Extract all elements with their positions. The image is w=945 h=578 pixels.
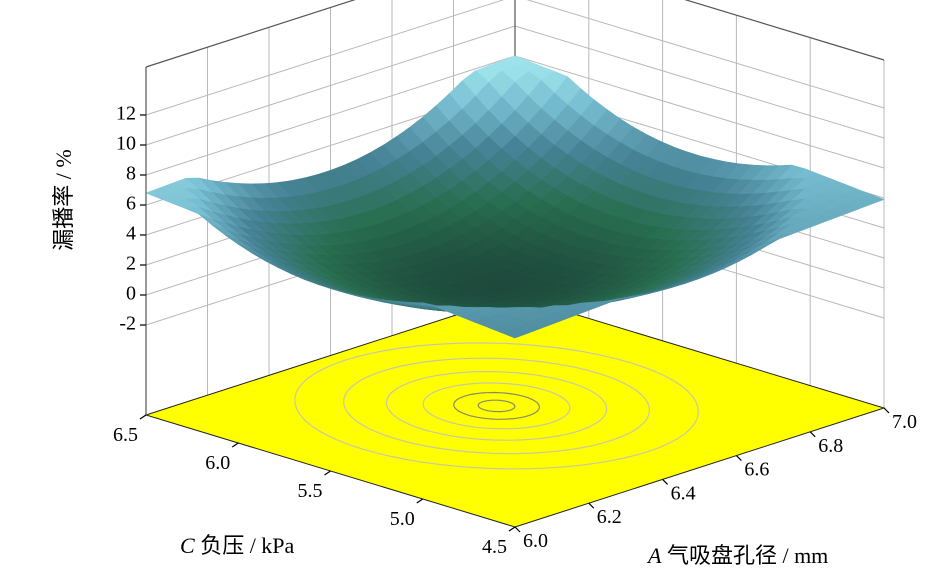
y-axis: 4.5 5.0 5.5 6.0 6.5	[113, 414, 516, 558]
x-tick-label: 6.2	[597, 506, 622, 528]
z-tick-label: 8	[126, 163, 136, 185]
x-tick-mark	[809, 431, 816, 438]
z-tick-label: 2	[126, 253, 136, 275]
z-axis-title: 漏播率 / %	[51, 149, 76, 250]
z-tick-label: -2	[119, 313, 136, 335]
x-tick-label: 6.6	[744, 459, 769, 481]
floor-contour	[453, 391, 540, 420]
x-axis-title: A 气吸盘孔径 / mm	[646, 543, 828, 568]
x-tick-mark	[735, 455, 742, 462]
floor-contour	[385, 371, 608, 441]
y-tick-mark	[416, 498, 424, 504]
x-axis: 6.0 6.2 6.4 6.6 6.8 7.0	[514, 407, 917, 552]
y-tick-label: 4.5	[482, 536, 507, 558]
z-tick-label: 12	[116, 103, 136, 125]
z-axis: -2 0 2 4 6 8 10 12	[116, 67, 147, 415]
z-tick-label: 6	[126, 193, 136, 215]
floor-contour	[294, 342, 699, 470]
x-tick-label: 7.0	[892, 411, 917, 433]
y-tick-label: 5.0	[390, 508, 415, 530]
floor-contour	[477, 399, 516, 413]
y-tick-mark	[508, 526, 516, 532]
x-tick-mark	[514, 526, 521, 533]
floor-contour	[343, 357, 651, 455]
y-tick-label: 5.5	[298, 480, 323, 502]
y-tick-mark	[231, 442, 239, 448]
z-tick-label: 0	[126, 283, 136, 305]
x-tick-mark	[662, 478, 669, 485]
y-tick-label: 6.0	[205, 452, 230, 474]
z-tick-label: 10	[116, 133, 136, 155]
z-tick-label: 4	[126, 223, 136, 245]
x-tick-label: 6.8	[818, 435, 843, 457]
x-tick-label: 6.4	[671, 482, 696, 504]
y-axis-title-symbol: C	[180, 533, 195, 558]
x-tick-mark	[883, 407, 890, 414]
y-axis-title: C 负压 / kPa	[180, 533, 295, 558]
top-frame	[145, 0, 885, 68]
y-tick-mark	[139, 414, 147, 420]
y-tick-mark	[324, 470, 331, 476]
x-axis-title-symbol: A	[646, 543, 662, 568]
y-tick-label: 6.5	[113, 424, 138, 446]
surface-patch	[500, 327, 530, 339]
floor-contour	[422, 382, 571, 430]
x-tick-label: 6.0	[523, 530, 548, 552]
y-axis-title-text: 负压 / kPa	[195, 533, 295, 558]
response-surface	[145, 55, 885, 339]
x-axis-title-text: 气吸盘孔径 / mm	[661, 543, 828, 568]
x-tick-mark	[588, 502, 595, 509]
